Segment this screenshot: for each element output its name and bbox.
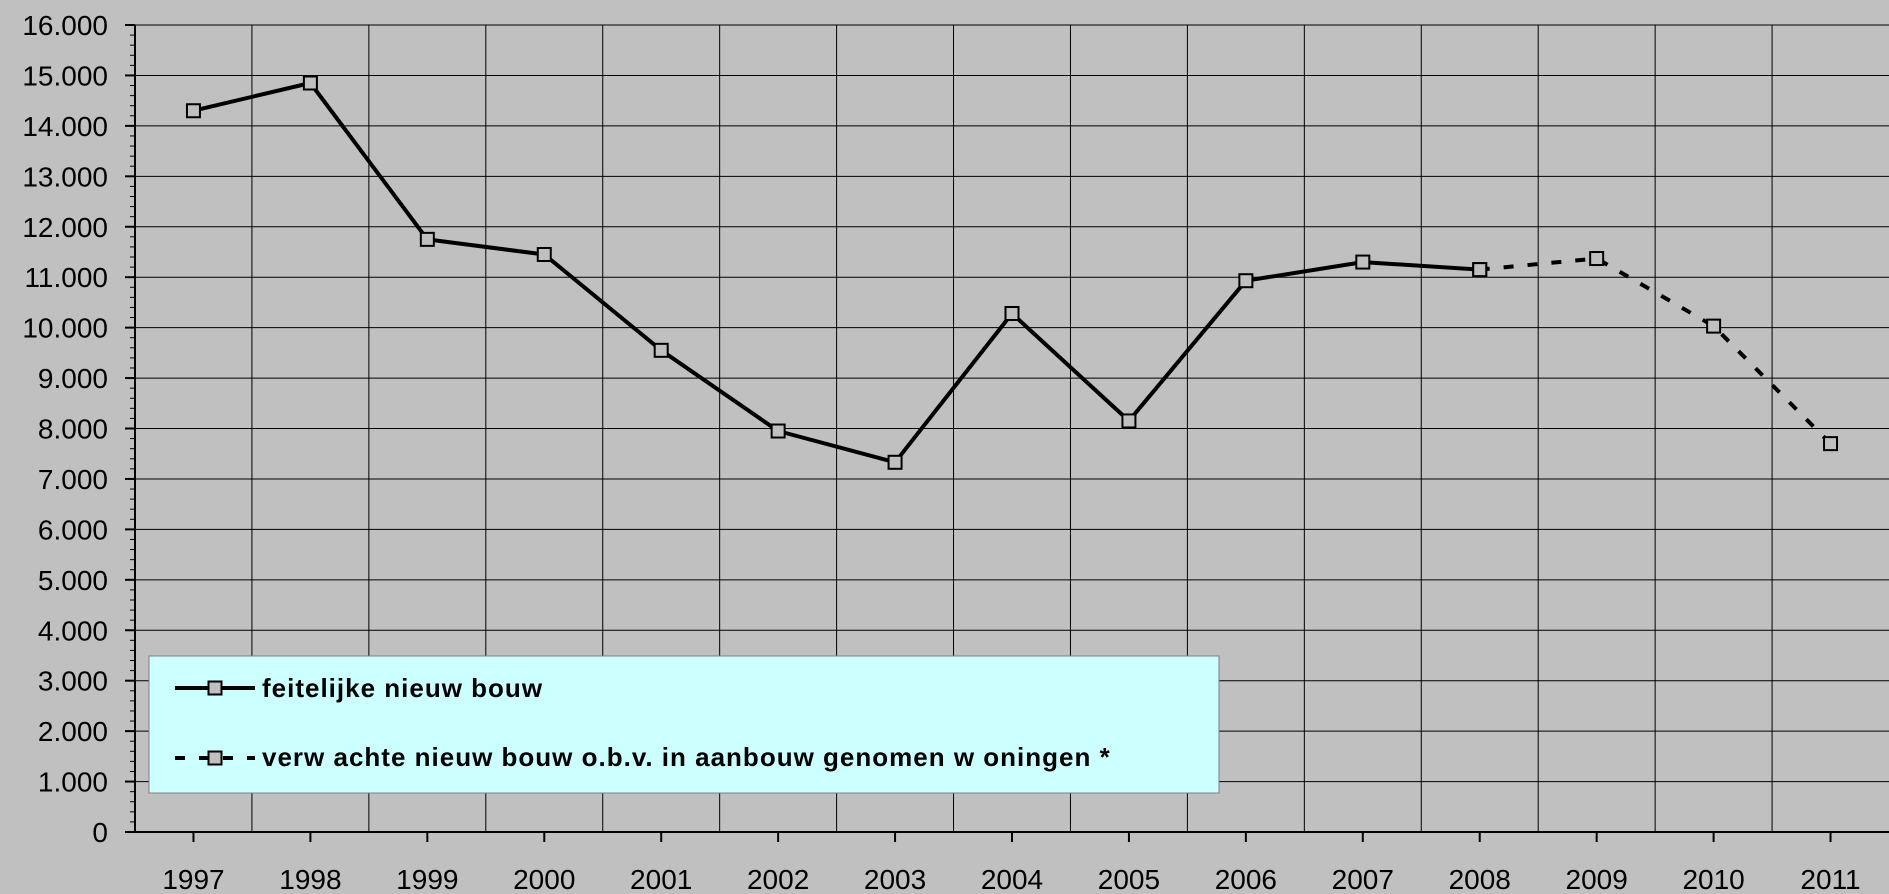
x-tick-label: 2003 [864,864,926,894]
legend-sample-solid [175,680,255,696]
data-point-marker [1823,436,1839,452]
legend-sample-dashed [175,750,255,766]
x-tick-label: 2001 [630,864,692,894]
data-point-marker [185,103,201,119]
series-line-actual [193,81,1480,465]
data-point-marker [1355,254,1371,270]
y-tick-label: 0 [92,817,108,848]
y-tick-label: 3.000 [38,666,108,697]
data-point-marker [536,246,552,262]
y-tick-label: 5.000 [38,565,108,596]
x-tick-label: 2004 [981,864,1043,894]
x-tick-label: 2000 [513,864,575,894]
data-point-marker [1238,273,1254,289]
data-point-marker [1706,318,1722,334]
data-point-marker [1121,413,1137,429]
x-axis-tick-labels: 1997 1998 1999 2000 2001 2002 2003 2004 2005 2006… [162,864,1860,894]
data-point-marker [1472,262,1488,278]
data-point-marker [1004,306,1020,322]
y-tick-label: 15.000 [22,60,108,91]
legend: feitelijke nieuw bouw verw achte nieuw b… [148,655,1220,794]
x-tick-label: 2009 [1566,864,1628,894]
data-point-marker [419,231,435,247]
y-tick-label: 1.000 [38,767,108,798]
y-tick-label: 13.000 [22,161,108,192]
data-point-marker [653,342,669,358]
legend-label-expected: verw achte nieuw bouw o.b.v. in aanbouw … [262,742,1111,772]
y-tick-label: 2.000 [38,716,108,747]
y-axis-tick-labels: 0 1.000 2.000 3.000 4.000 5.000 6.000 7.000 8.00… [22,10,108,848]
legend-marker [207,750,223,766]
data-point-marker [887,454,903,470]
legend-label-actual: feitelijke nieuw bouw [262,673,543,703]
y-tick-label: 8.000 [38,414,108,445]
x-tick-label: 1999 [396,864,458,894]
legend-box [148,655,1220,794]
y-tick-label: 4.000 [38,615,108,646]
y-tick-label: 6.000 [38,514,108,545]
legend-marker [207,680,223,696]
series-layer [185,75,1839,470]
data-point-marker [770,423,786,439]
x-tick-label: 1998 [279,864,341,894]
x-tick-label: 2010 [1682,864,1744,894]
y-tick-label: 7.000 [38,464,108,495]
data-point-marker [302,75,318,91]
y-tick-label: 16.000 [22,10,108,41]
x-tick-label: 2005 [1098,864,1160,894]
x-tick-label: 2008 [1449,864,1511,894]
y-tick-label: 10.000 [22,313,108,344]
y-tick-label: 12.000 [22,212,108,243]
x-tick-label: 2002 [747,864,809,894]
x-tick-label: 2007 [1332,864,1394,894]
x-tick-label: 1997 [162,864,224,894]
y-tick-label: 14.000 [22,111,108,142]
y-tick-label: 11.000 [24,262,108,293]
x-tick-label: 2011 [1800,864,1860,894]
axes [125,24,1889,842]
data-point-marker [1589,251,1605,267]
x-tick-label: 2006 [1215,864,1277,894]
y-tick-label: 9.000 [38,363,108,394]
